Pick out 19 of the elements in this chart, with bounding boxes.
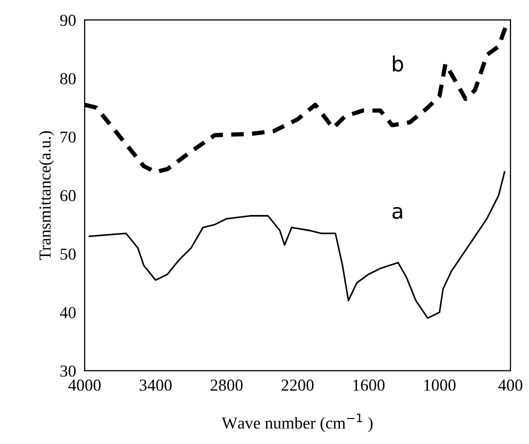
y-axis-title: Transmittance(a.u.) xyxy=(38,131,54,260)
text: a xyxy=(392,206,402,219)
x-tick-label: 1000 xyxy=(424,380,456,391)
y-tick-label: 50 xyxy=(60,248,76,260)
x-tick-label: 3400 xyxy=(140,380,172,391)
y-tick-label: 30 xyxy=(60,365,76,377)
y-tick-label: 90 xyxy=(60,14,76,26)
y-tick-label: 60 xyxy=(60,190,76,202)
x-tick-label: 4000 xyxy=(68,380,101,391)
y-tick-label: 70 xyxy=(60,132,76,143)
x-tick-label: 2200 xyxy=(282,380,314,391)
line-series xyxy=(88,171,506,319)
x-tick-label: 2800 xyxy=(210,380,243,391)
series-label: b xyxy=(392,55,404,72)
y-tick-label: 40 xyxy=(60,306,76,318)
x-tick-label: 1600 xyxy=(353,380,385,391)
x-axis-title: Wave number (cm$^{−1}$ ) xyxy=(222,414,373,432)
y-tick-label: 80 xyxy=(60,73,76,84)
x-tick-label: 400 xyxy=(498,380,522,391)
